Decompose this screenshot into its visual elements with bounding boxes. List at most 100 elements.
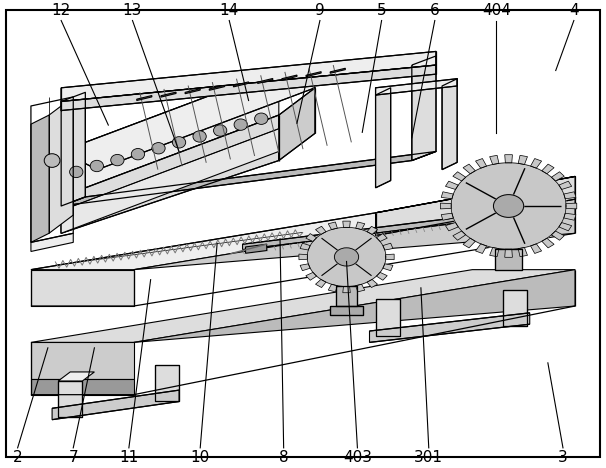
Ellipse shape [255,113,268,124]
Polygon shape [376,272,387,280]
Polygon shape [376,176,575,235]
Circle shape [493,195,524,217]
Polygon shape [383,243,393,250]
Polygon shape [31,115,49,242]
Polygon shape [495,249,522,270]
Polygon shape [441,213,453,220]
Polygon shape [245,244,267,253]
Polygon shape [453,231,466,240]
Text: 3: 3 [558,450,568,465]
Polygon shape [336,285,358,306]
Polygon shape [559,181,571,190]
Polygon shape [328,284,338,292]
Polygon shape [330,68,345,73]
Text: 301: 301 [415,450,443,465]
Polygon shape [343,221,350,227]
Text: 7: 7 [68,450,78,465]
Polygon shape [376,79,457,95]
Polygon shape [441,192,453,199]
Polygon shape [299,254,307,260]
Polygon shape [61,51,436,102]
Polygon shape [463,238,475,248]
Polygon shape [61,70,279,197]
Polygon shape [58,372,95,381]
Ellipse shape [111,154,124,166]
Polygon shape [185,89,200,94]
Polygon shape [451,163,566,249]
Polygon shape [242,208,533,249]
Polygon shape [356,222,365,230]
Polygon shape [518,155,527,164]
Text: 4: 4 [569,3,579,18]
Polygon shape [134,197,575,270]
Polygon shape [370,313,530,343]
Polygon shape [476,244,487,254]
Circle shape [335,248,359,266]
Text: 6: 6 [430,3,440,18]
Polygon shape [61,92,85,206]
Polygon shape [367,227,378,234]
Polygon shape [61,129,279,233]
Text: 2: 2 [13,450,22,465]
Polygon shape [52,390,179,420]
Polygon shape [300,243,310,250]
Text: 8: 8 [279,450,288,465]
Polygon shape [343,286,350,292]
Polygon shape [209,85,224,90]
Polygon shape [383,264,393,271]
Polygon shape [258,79,273,83]
Polygon shape [306,72,321,77]
Polygon shape [356,284,365,292]
Polygon shape [505,155,513,163]
Polygon shape [58,381,82,417]
Polygon shape [442,79,457,169]
Polygon shape [282,75,297,80]
Polygon shape [49,97,73,233]
Polygon shape [61,115,279,233]
Text: 10: 10 [191,450,210,465]
Polygon shape [376,299,400,336]
Polygon shape [306,272,317,280]
Ellipse shape [70,166,83,177]
Polygon shape [490,248,499,256]
Text: 404: 404 [482,3,511,18]
Text: 5: 5 [377,3,387,18]
Polygon shape [564,213,576,220]
Polygon shape [161,92,176,97]
Polygon shape [134,270,575,343]
Polygon shape [385,254,394,260]
Polygon shape [61,152,436,206]
Polygon shape [31,379,134,395]
Polygon shape [502,290,527,327]
Ellipse shape [132,148,145,160]
Ellipse shape [213,125,227,136]
Polygon shape [445,181,458,190]
Polygon shape [31,343,134,379]
Text: 403: 403 [343,450,372,465]
Ellipse shape [172,137,185,148]
Polygon shape [367,279,378,287]
Polygon shape [300,264,310,271]
Polygon shape [505,249,513,257]
Polygon shape [518,248,527,256]
Polygon shape [61,65,436,110]
Polygon shape [376,88,391,188]
Text: 12: 12 [52,3,71,18]
Polygon shape [330,306,364,315]
Polygon shape [233,82,248,87]
Polygon shape [279,88,315,161]
Polygon shape [441,203,451,209]
Ellipse shape [90,161,104,172]
Polygon shape [551,172,564,181]
Polygon shape [564,192,576,199]
Ellipse shape [234,119,247,130]
Polygon shape [31,233,73,251]
Polygon shape [453,172,466,181]
Polygon shape [31,197,575,270]
Polygon shape [542,164,554,174]
Text: 9: 9 [315,3,325,18]
Polygon shape [412,56,436,161]
Text: 11: 11 [119,450,139,465]
Text: 13: 13 [123,3,142,18]
Ellipse shape [44,154,60,168]
